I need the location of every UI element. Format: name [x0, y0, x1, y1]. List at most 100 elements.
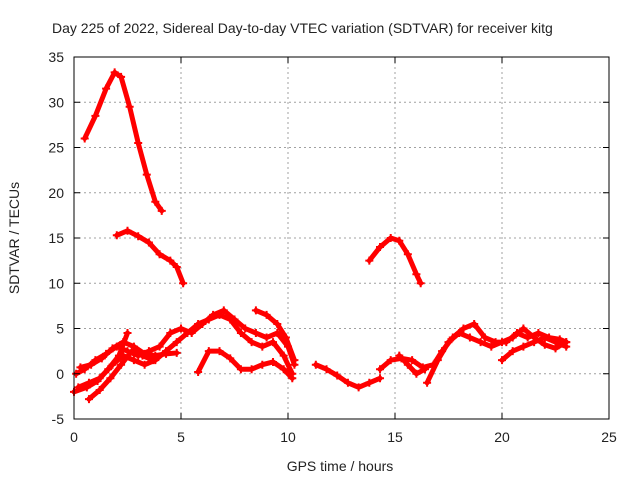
- x-tick-label: 10: [280, 429, 296, 445]
- data-point: [95, 386, 104, 395]
- series-sat-arc-14: [498, 333, 571, 365]
- data-point: [108, 344, 117, 353]
- y-tick-label: 30: [48, 94, 64, 110]
- data-point: [562, 342, 571, 351]
- grid-layer: [74, 57, 609, 419]
- y-tick-label: 25: [48, 140, 64, 156]
- data-point: [444, 338, 453, 347]
- series-sat-arc-10: [251, 306, 299, 365]
- data-point: [219, 306, 228, 315]
- data-point: [498, 338, 506, 347]
- data-point: [480, 333, 489, 342]
- data-point: [226, 315, 235, 324]
- data-point: [114, 351, 123, 360]
- data-point: [290, 356, 299, 365]
- series-sat-arc-15: [395, 351, 429, 378]
- y-tick-label: 10: [48, 275, 64, 291]
- data-point: [215, 347, 224, 356]
- data-point: [172, 348, 181, 357]
- data-point: [465, 333, 474, 342]
- data-point: [162, 349, 171, 358]
- data-point: [87, 360, 96, 369]
- series-sat-arc-7: [70, 329, 132, 396]
- data-point: [540, 333, 549, 342]
- data-point: [498, 356, 506, 365]
- data-point: [140, 360, 149, 369]
- data-point: [247, 338, 256, 347]
- data-point: [151, 351, 160, 360]
- data-point: [551, 338, 560, 347]
- data-point: [112, 231, 121, 240]
- data-point: [540, 340, 549, 349]
- data-point: [262, 310, 271, 319]
- data-point: [403, 250, 412, 259]
- data-point: [365, 256, 374, 265]
- data-point: [273, 319, 282, 328]
- data-point: [204, 315, 213, 324]
- data-point: [91, 111, 100, 120]
- data-point: [322, 365, 331, 374]
- data-point: [117, 360, 126, 369]
- data-point: [157, 206, 166, 215]
- data-point: [273, 329, 282, 338]
- series-sat-arc-1: [80, 68, 166, 215]
- y-tick-label: 0: [56, 366, 64, 382]
- x-tick-label: 5: [177, 429, 185, 445]
- y-axis-label: SDTVAR / TECUs: [6, 182, 22, 294]
- data-point: [376, 365, 385, 374]
- data-point: [519, 324, 528, 333]
- chart-title: Day 225 of 2022, Sidereal Day-to-day VTE…: [52, 20, 553, 36]
- data-point: [142, 170, 151, 179]
- data-point: [179, 279, 188, 288]
- data-point: [194, 367, 203, 376]
- data-point: [110, 68, 119, 77]
- data-point: [459, 324, 468, 333]
- data-point: [215, 310, 224, 319]
- series-sat-arc-6: [76, 338, 181, 372]
- data-point: [416, 279, 425, 288]
- data-point: [376, 243, 385, 252]
- series-sat-arc-4: [72, 306, 299, 378]
- data-point: [236, 329, 245, 338]
- data-point: [155, 250, 164, 259]
- tick-layer: 0 5 10 15 20 25 -5 0 5 10 15 20 25 30 35: [48, 49, 617, 445]
- series-layer: [70, 68, 571, 404]
- data-point: [241, 324, 250, 333]
- data-point: [262, 333, 271, 342]
- data-point: [183, 329, 192, 338]
- data-point: [408, 356, 417, 365]
- data-point: [487, 342, 496, 351]
- data-point: [354, 383, 363, 392]
- series-line: [396, 353, 428, 377]
- data-point: [104, 365, 113, 374]
- data-point: [420, 365, 429, 374]
- data-point: [172, 262, 181, 271]
- data-point: [403, 360, 412, 369]
- data-point: [279, 365, 288, 374]
- data-point: [106, 374, 115, 383]
- series-sat-arc-8: [84, 347, 158, 404]
- data-point: [258, 360, 267, 369]
- data-point: [530, 338, 539, 347]
- series-line: [82, 69, 165, 214]
- data-point: [80, 134, 89, 143]
- data-point: [395, 236, 404, 245]
- data-point: [129, 356, 138, 365]
- y-tick-label: 20: [48, 185, 64, 201]
- data-point: [123, 329, 132, 338]
- series-sat-arc-13: [423, 324, 571, 387]
- data-point: [311, 360, 320, 369]
- data-point: [386, 234, 395, 242]
- series-sat-arc-9: [194, 347, 297, 383]
- data-point: [386, 356, 395, 365]
- data-point: [534, 329, 543, 338]
- data-point: [251, 306, 260, 315]
- x-tick-label: 20: [494, 429, 510, 445]
- data-point: [269, 338, 278, 347]
- y-tick-label: -5: [52, 411, 65, 427]
- data-point: [412, 369, 421, 378]
- data-point: [93, 376, 102, 385]
- data-point: [172, 338, 181, 347]
